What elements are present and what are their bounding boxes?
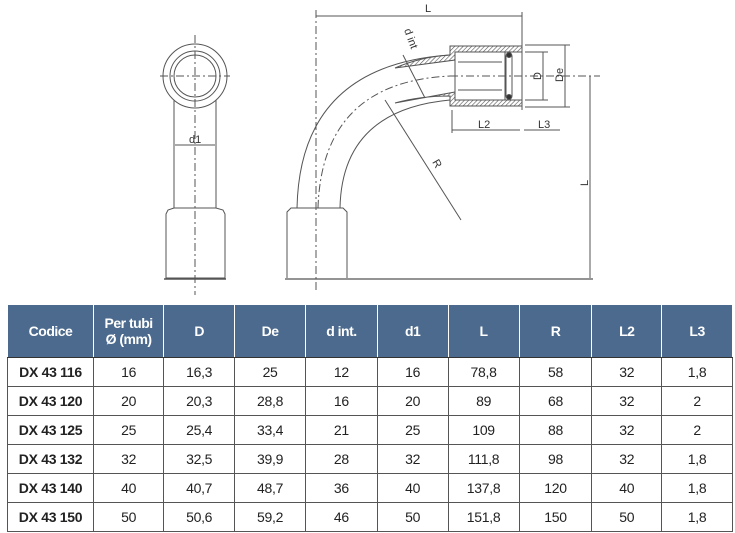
table-cell: DX 43 116 [6,357,95,387]
table-cell: 50 [93,502,165,532]
table-cell: 25 [376,415,449,445]
table-cell: DX 43 132 [6,444,95,474]
table-cell: 89 [447,386,520,416]
table-cell: 88 [518,415,593,445]
table-cell: DX 43 120 [6,386,95,416]
header-R: R [518,304,593,358]
table-header-row: Codice Per tubi Ø (mm) D De d int. d1 L R… [6,304,733,358]
table-cell: 25 [234,357,307,387]
table-cell: 111,8 [447,444,520,474]
table-cell: 33,4 [234,415,307,445]
table-cell: DX 43 125 [6,415,95,445]
table-cell: 40 [376,473,449,503]
header-d1: d1 [376,304,449,358]
table-cell: 78,8 [447,357,520,387]
table-cell: 40 [591,473,663,503]
table-row: DX 43 140 40 40,7 48,7 36 40 137,8 120 40 1,8 [6,473,733,503]
table-cell: 20,3 [163,386,236,416]
table-cell: 109 [447,415,520,445]
header-L3: L3 [661,304,733,358]
table-row: DX 43 150 50 50,6 59,2 46 50 151,8 150 50 1,8 [6,502,733,532]
table-cell: 32 [591,386,663,416]
table-cell: 12 [305,357,378,387]
table-cell: 20 [93,386,165,416]
table-cell: 21 [305,415,378,445]
table-row: DX 43 120 20 20,3 28,8 16 20 89 68 32 2 [6,386,733,416]
table-cell: 120 [518,473,593,503]
table-cell: 20 [376,386,449,416]
label-d1: d1 [189,134,201,146]
table-cell: 150 [518,502,593,532]
table-cell: 59,2 [234,502,307,532]
table-cell: 98 [518,444,593,474]
end-view [160,35,230,295]
table-cell: 32 [591,444,663,474]
table-cell: 16 [376,357,449,387]
header-codice: Codice [6,304,95,358]
table-cell: 16 [93,357,165,387]
label-L-side: L [579,180,591,186]
table-cell: 50,6 [163,502,236,532]
table-cell: 2 [661,386,733,416]
label-D: D [532,72,544,80]
header-d-int: d int. [305,304,378,358]
table-cell: 1,8 [661,502,733,532]
table-cell: 40,7 [163,473,236,503]
table-cell: DX 43 140 [6,473,95,503]
table-cell: 32,5 [163,444,236,474]
table-cell: DX 43 150 [6,502,95,532]
table-cell: 2 [661,415,733,445]
table-row: DX 43 125 25 25,4 33,4 21 25 109 88 32 2 [6,415,733,445]
table-cell: 36 [305,473,378,503]
table-cell: 16 [305,386,378,416]
table-cell: 39,9 [234,444,307,474]
table-cell: 16,3 [163,357,236,387]
header-L: L [447,304,520,358]
label-R: R [429,158,443,171]
header-per-tubi: Per tubi Ø (mm) [93,304,165,358]
dimensions-table: Codice Per tubi Ø (mm) D De d int. d1 L R… [6,304,733,532]
table-cell: 151,8 [447,502,520,532]
table-cell: 32 [591,357,663,387]
table-cell: 40 [93,473,165,503]
table-cell: 28,8 [234,386,307,416]
table-cell: 1,8 [661,357,733,387]
label-d-int: d int [401,27,419,51]
table-cell: 58 [518,357,593,387]
table-cell: 137,8 [447,473,520,503]
table-row: DX 43 116 16 16,3 25 12 16 78,8 58 32 1,8 [6,357,733,387]
table-cell: 50 [591,502,663,532]
header-per-tubi-line1: Per tubi [104,315,154,331]
label-L3: L3 [538,119,550,131]
header-L2: L2 [591,304,663,358]
label-De: De [554,68,566,82]
table-cell: 32 [376,444,449,474]
table-cell: 25,4 [163,415,236,445]
bend-view [285,10,600,293]
header-De: De [234,304,307,358]
label-L-top: L [425,3,431,15]
table-cell: 28 [305,444,378,474]
table-row: DX 43 132 32 32,5 39,9 28 32 111,8 98 32 1,8 [6,444,733,474]
table-cell: 32 [93,444,165,474]
table-cell: 68 [518,386,593,416]
table-cell: 46 [305,502,378,532]
header-per-tubi-line2: Ø (mm) [105,331,153,347]
label-L2: L2 [478,119,490,131]
table-cell: 32 [591,415,663,445]
header-D: D [163,304,236,358]
technical-drawing: d1 L d int D De L2 L3 R L [160,3,600,295]
table-cell: 50 [376,502,449,532]
table-cell: 1,8 [661,473,733,503]
table-cell: 1,8 [661,444,733,474]
table-cell: 48,7 [234,473,307,503]
table-cell: 25 [93,415,165,445]
